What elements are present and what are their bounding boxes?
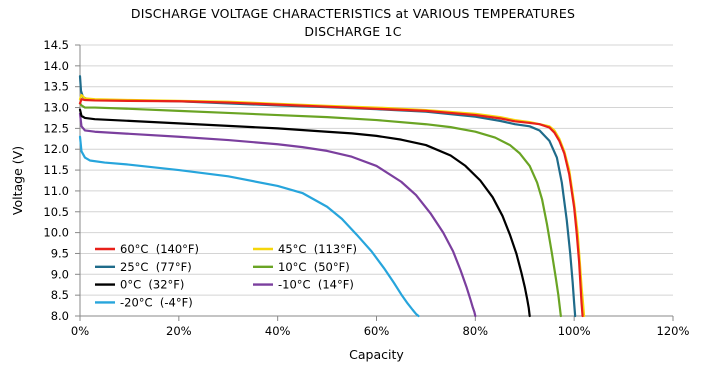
- series-line: [78, 112, 477, 318]
- legend: 60°C (140°F) 45°C (113°F) 25°C (77°F) 10°C …: [95, 242, 357, 309]
- x-tick-label: 80%: [463, 324, 489, 338]
- series-line: [78, 108, 531, 318]
- y-tick-label: 8.0: [51, 309, 69, 323]
- legend-label: 0°C (32°F): [120, 278, 184, 292]
- x-tick-labels: 0% 20% 40% 60% 80% 100% 120%: [71, 324, 690, 338]
- y-tick-label: 8.5: [51, 288, 69, 302]
- x-tick-label: 20%: [166, 324, 192, 338]
- y-tick-label: 12.0: [43, 142, 69, 156]
- y-tick-label: 11.0: [43, 184, 69, 198]
- legend-label: 25°C (77°F): [120, 260, 192, 274]
- x-tick-label: 40%: [265, 324, 291, 338]
- y-tick-label: 10.5: [43, 205, 69, 219]
- x-tick-label: 100%: [558, 324, 591, 338]
- x-tick-label: 120%: [657, 324, 690, 338]
- y-tick-label: 11.5: [43, 163, 69, 177]
- y-tick-label: 13.0: [43, 101, 69, 115]
- legend-label: 60°C (140°F): [120, 242, 199, 256]
- series-line: [78, 98, 584, 318]
- x-axis-label: Capacity: [349, 347, 404, 362]
- y-tick-label: 10.0: [43, 226, 69, 240]
- y-tick-label: 9.0: [51, 267, 69, 281]
- series-line: [78, 102, 562, 318]
- y-tick-label: 14.5: [43, 38, 69, 52]
- y-tick-labels: 8.0 8.5 9.0 9.5 10.0 10.5 11.0 11.5 12.0 12.5 13.0…: [43, 38, 69, 323]
- chart-subtitle: DISCHARGE 1C: [304, 24, 402, 39]
- chart-title: DISCHARGE VOLTAGE CHARACTERISTICS at VAR…: [130, 6, 576, 21]
- legend-label: 45°C (113°F): [278, 242, 357, 256]
- series-lines: [78, 75, 586, 318]
- y-tick-label: 12.5: [43, 121, 69, 135]
- y-tick-label: 9.5: [51, 246, 69, 260]
- x-tick-label: 0%: [71, 324, 89, 338]
- y-tick-label: 14.0: [43, 59, 69, 73]
- series-line: [78, 135, 420, 318]
- x-tick-label: 60%: [364, 324, 390, 338]
- legend-label: -10°C (14°F): [278, 278, 354, 292]
- y-axis-label: Voltage (V): [10, 146, 25, 215]
- legend-label: -20°C (-4°F): [120, 295, 193, 309]
- y-tick-label: 13.5: [43, 80, 69, 94]
- legend-label: 10°C (50°F): [278, 260, 350, 274]
- gridlines: [80, 44, 673, 317]
